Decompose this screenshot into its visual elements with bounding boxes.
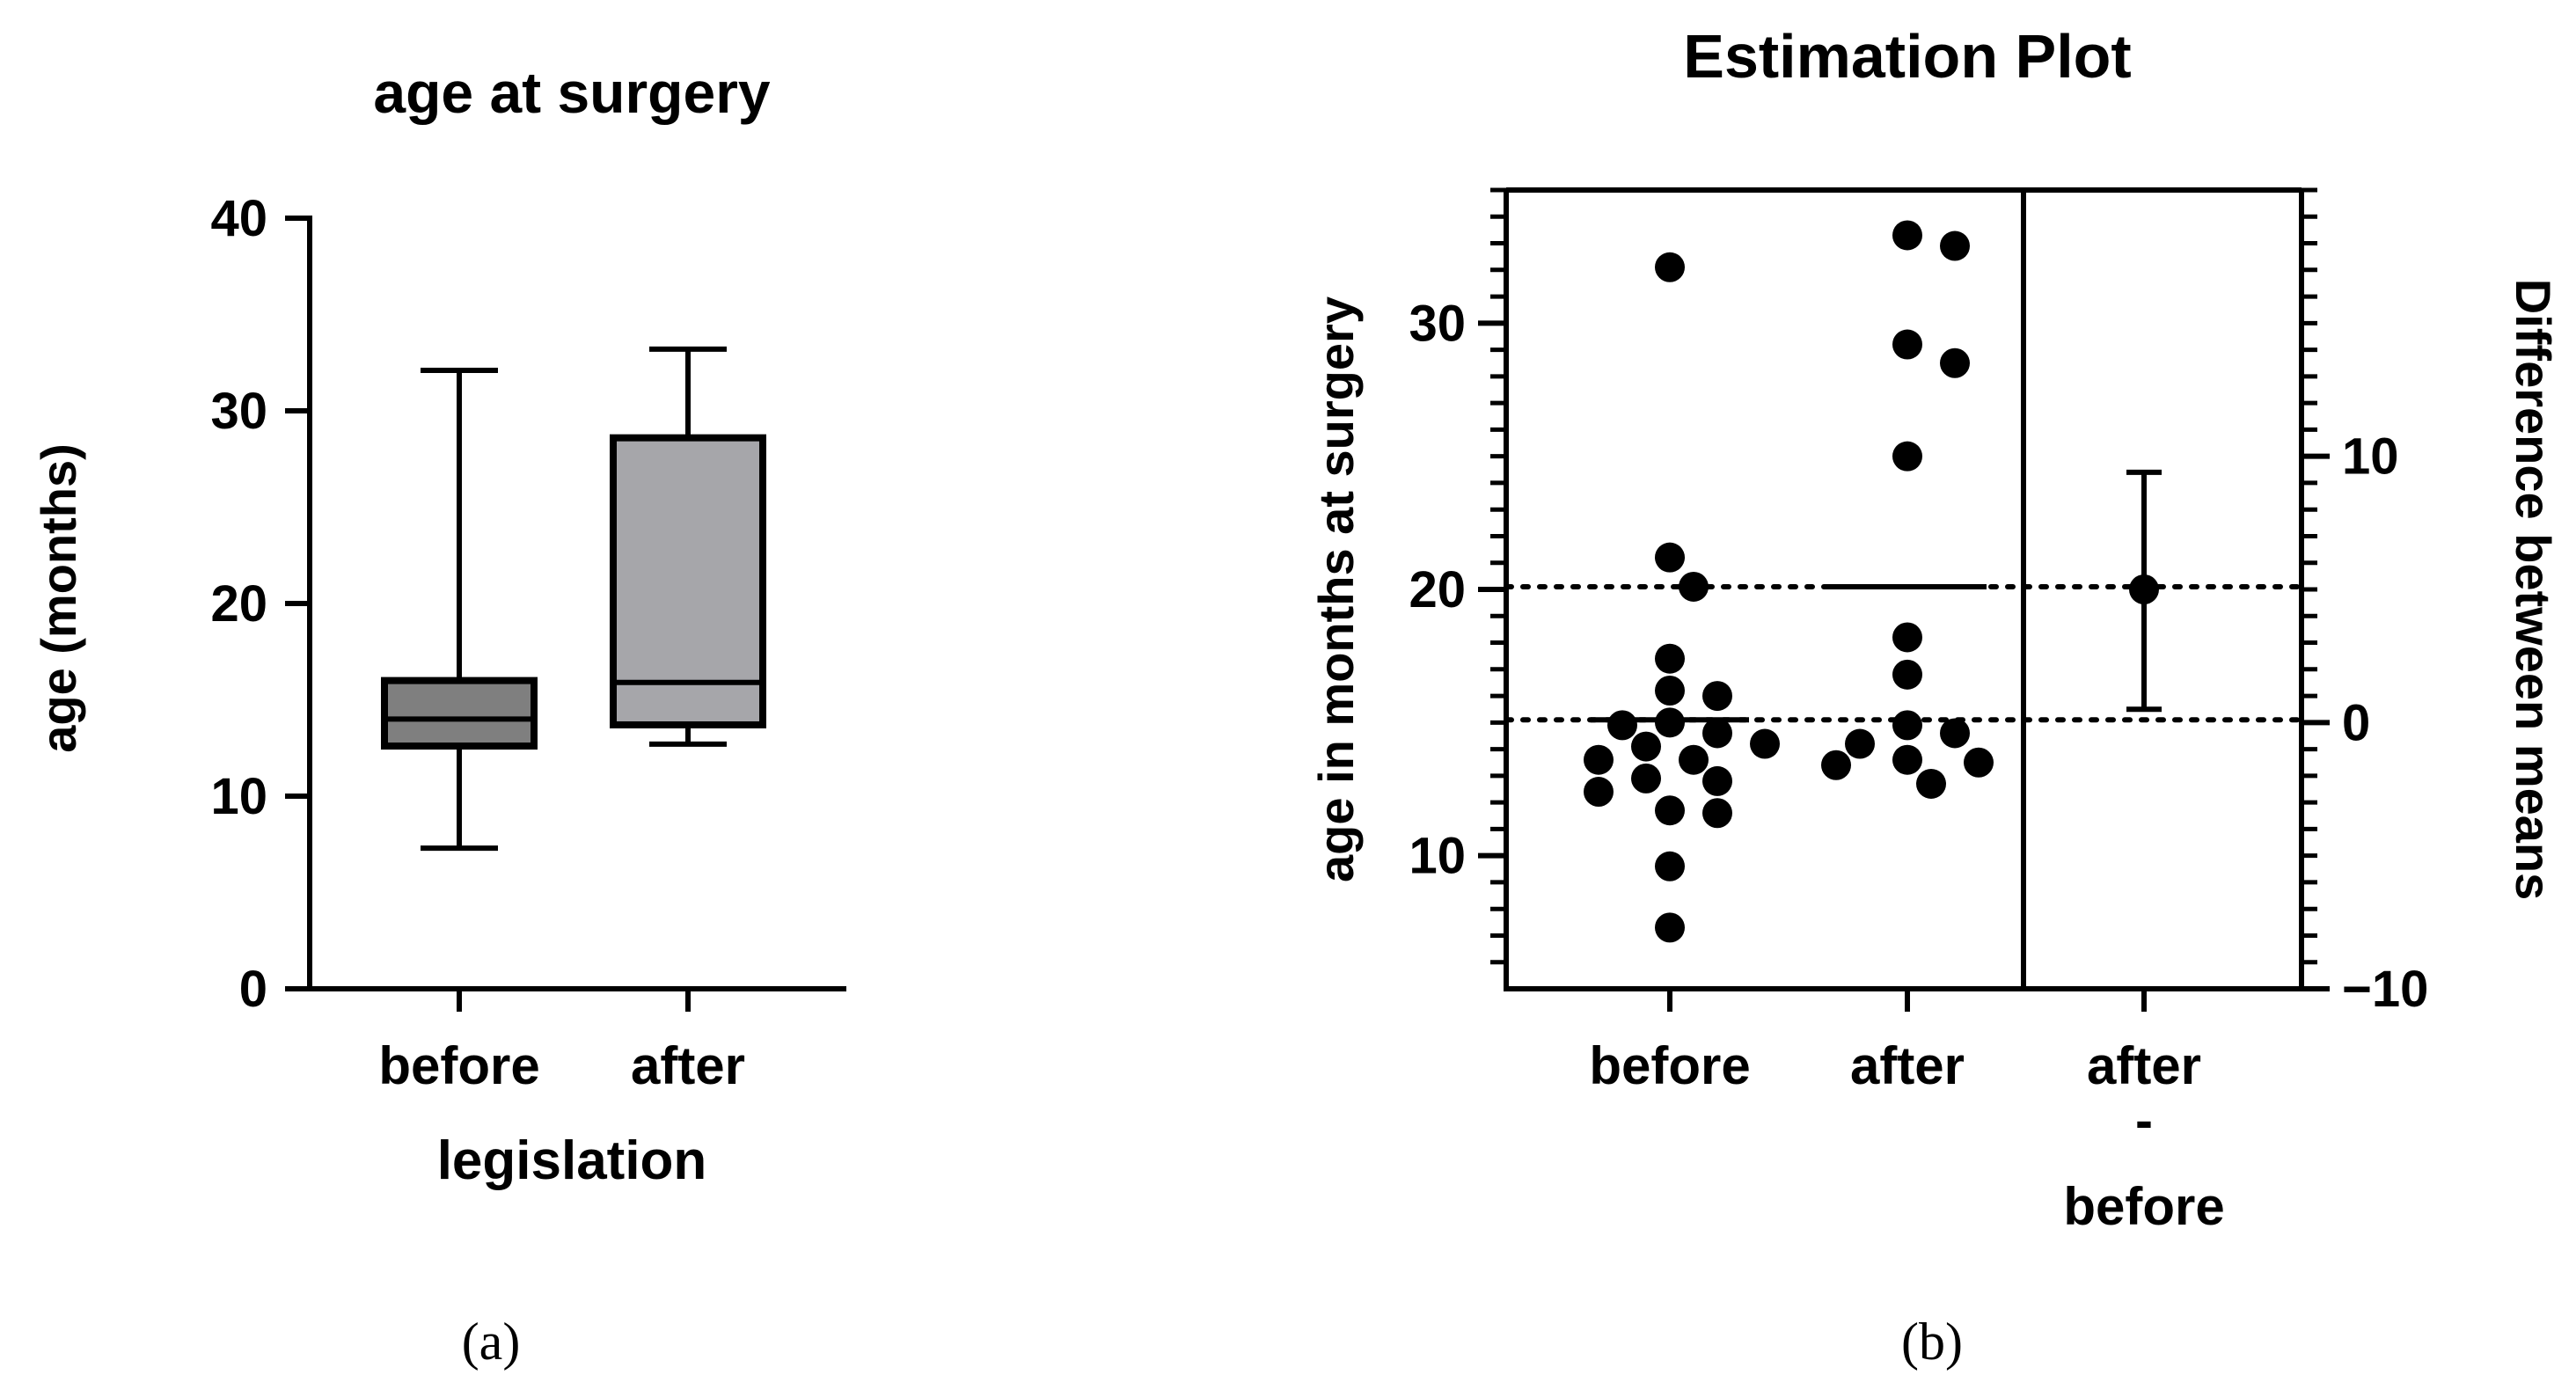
data-point-before — [1655, 851, 1685, 881]
panel-a-y-ticks: 0 10 20 30 40 — [210, 190, 310, 1018]
y2-tick-label: 10 — [2342, 428, 2399, 486]
data-point-after — [1916, 768, 1946, 799]
difference-point — [2129, 574, 2159, 604]
data-point-before — [1655, 795, 1685, 826]
box-series — [381, 346, 766, 852]
panel-a-title: age at surgery — [373, 60, 770, 125]
x-tick-label: after — [1850, 1036, 1965, 1095]
data-point-before — [1631, 763, 1661, 794]
y-tick-label: 20 — [1409, 561, 1466, 618]
data-point-before — [1655, 676, 1685, 706]
data-point-before — [1679, 571, 1709, 602]
panel-b-x-ticks: before after after-before — [1589, 989, 2225, 1236]
panel-b-axes-frame — [1504, 187, 2304, 991]
data-point-after — [1940, 347, 1970, 378]
y-tick-label: 20 — [210, 575, 267, 633]
panel-b-y2-ticks: −10 0 10 — [2302, 187, 2428, 1018]
y-tick-label: 30 — [1409, 295, 1466, 352]
panel-b-title: Estimation Plot — [1683, 22, 2131, 91]
data-point-before — [1655, 643, 1685, 674]
box-before — [381, 368, 538, 852]
data-point-before — [1702, 798, 1732, 829]
y2-tick-label: −10 — [2342, 961, 2428, 1018]
data-point-after — [1892, 329, 1922, 360]
panel-a-x-ticks: before after — [378, 989, 745, 1095]
group-mean-lines — [1591, 583, 1987, 723]
y-tick-label: 0 — [239, 961, 267, 1018]
data-point-before — [1750, 728, 1780, 759]
x-tick-label: after — [631, 1036, 745, 1095]
y-tick-label: 10 — [1409, 828, 1466, 885]
y-tick-label: 30 — [210, 383, 267, 440]
data-point-before — [1702, 718, 1732, 749]
data-point-after — [1892, 220, 1922, 251]
data-point-before — [1655, 252, 1685, 282]
panel-a-label: (a) — [462, 1313, 521, 1371]
data-point-before — [1631, 731, 1661, 762]
x-tick-label: before — [378, 1036, 539, 1095]
data-point-before — [1702, 765, 1732, 796]
y-tick-label: 10 — [210, 768, 267, 825]
panel-b-estimation-plot: Estimation Plot age in months at surgery… — [1308, 22, 2561, 1371]
reference-lines — [1504, 583, 2304, 723]
difference-x-label-line: before — [2063, 1177, 2224, 1236]
scatter-points — [1584, 220, 1994, 943]
data-point-after — [1892, 710, 1922, 741]
x-tick-label: before — [1589, 1036, 1750, 1095]
difference-x-label-line: after — [2087, 1036, 2201, 1095]
data-point-after — [1940, 718, 1970, 749]
data-point-after — [1892, 622, 1922, 653]
y2-tick-label: 0 — [2342, 694, 2370, 751]
difference-x-label-line: - — [2135, 1091, 2153, 1150]
panel-b-label: (b) — [1901, 1313, 1963, 1371]
panel-a-x-axis-label: legislation — [437, 1130, 707, 1191]
data-point-before — [1655, 912, 1685, 943]
data-point-after — [1940, 230, 1970, 261]
panel-b-y-axis-label: age in months at surgery — [1308, 296, 1364, 882]
panel-b-y2-axis-label: Difference between means — [2506, 279, 2561, 900]
data-point-after — [1821, 750, 1851, 780]
data-point-after — [1964, 747, 1994, 778]
data-point-before — [1584, 744, 1614, 775]
data-point-after — [1845, 728, 1875, 759]
panel-a-y-axis-label: age (months) — [31, 443, 86, 753]
data-point-before — [1655, 707, 1685, 738]
panel-a-box-plot: age at surgery age (months) legislation … — [31, 60, 846, 1371]
iqr-box — [610, 434, 766, 728]
data-point-after — [1892, 441, 1922, 472]
difference-estimate — [2126, 469, 2162, 713]
box-after — [610, 346, 766, 747]
panel-b-y-ticks: 10 20 30 — [1409, 187, 1506, 965]
data-point-after — [1892, 659, 1922, 690]
iqr-box — [381, 677, 538, 750]
data-point-after — [1892, 744, 1922, 775]
data-point-before — [1607, 710, 1637, 741]
y-tick-label: 40 — [210, 190, 267, 247]
data-point-before — [1584, 777, 1614, 808]
data-point-before — [1679, 744, 1709, 775]
data-point-before — [1655, 542, 1685, 573]
data-point-before — [1702, 681, 1732, 712]
